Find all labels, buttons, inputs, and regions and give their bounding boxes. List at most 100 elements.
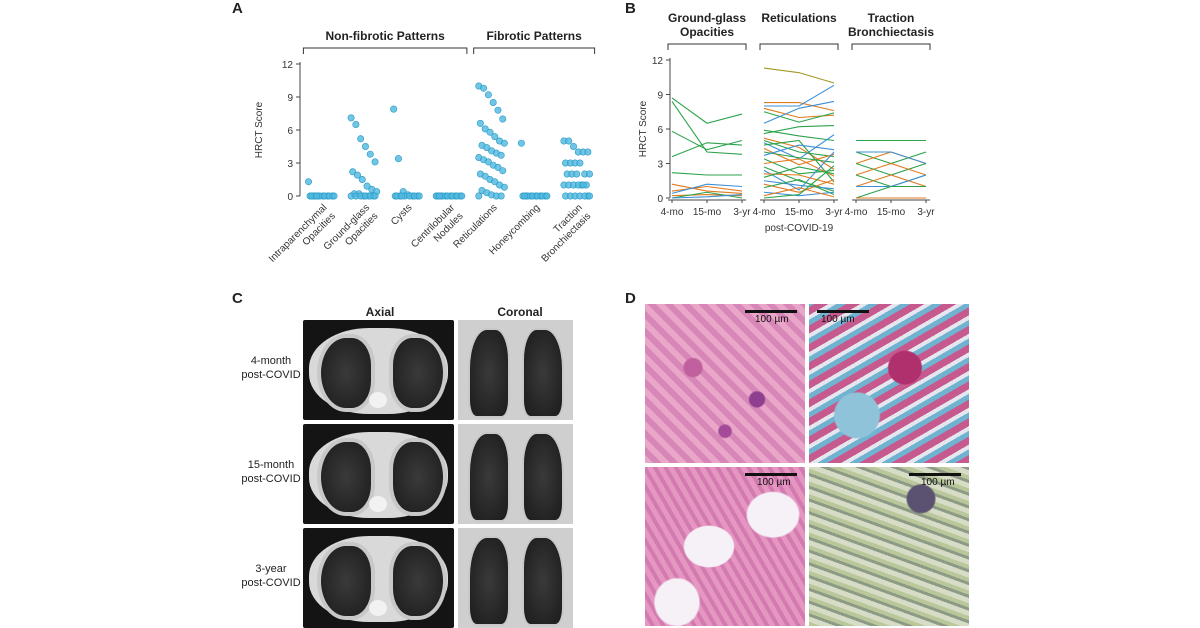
series-line — [855, 151, 927, 165]
ct-lung-right — [389, 334, 447, 412]
series-line — [855, 162, 927, 176]
data-point — [500, 139, 508, 147]
data-point — [499, 115, 507, 123]
panel-letter-b: B — [625, 0, 636, 17]
data-point — [347, 114, 355, 122]
scale-bar — [745, 473, 797, 476]
ct-row-label: 3-year post-COVID — [240, 562, 302, 590]
data-point — [585, 192, 593, 200]
ct-header-axial: Axial — [365, 305, 395, 319]
series-line — [763, 67, 835, 84]
data-point — [543, 192, 551, 200]
ct-row-label-line: 4-month — [250, 355, 292, 367]
ct-spine — [369, 496, 387, 512]
ct-lung-left — [468, 328, 510, 418]
data-point — [481, 172, 489, 180]
category-label: Ground-glassOpacities — [322, 202, 381, 261]
ct-row-label-line: 3-year — [255, 563, 287, 575]
ct-spine — [369, 600, 387, 616]
ct-header-coronal: Coronal — [497, 305, 543, 319]
data-point — [483, 144, 491, 152]
data-point — [480, 84, 488, 92]
ct-axial-image — [303, 320, 454, 420]
category-label: IntraparenchymalOpacities — [267, 202, 338, 273]
y-tick-label: 9 — [657, 91, 663, 102]
x-tick-label: 15-mo — [785, 207, 814, 218]
series-line — [671, 183, 743, 194]
ct-lung-right — [389, 438, 447, 516]
series-line — [764, 102, 835, 112]
ct-lung-left — [317, 438, 375, 516]
x-tick-label: 15-mo — [877, 207, 906, 218]
series-line — [763, 180, 835, 190]
facet-bracket — [759, 43, 839, 50]
data-point — [312, 192, 320, 200]
histology-image: 100 µm — [809, 467, 969, 626]
series-line — [855, 185, 926, 199]
group-label: Fibrotic Patterns — [486, 29, 582, 43]
series-line — [763, 139, 835, 158]
series-line — [671, 142, 743, 158]
ct-row-label-line: post-COVID — [241, 577, 301, 589]
series-line — [763, 129, 835, 142]
data-point — [484, 158, 492, 166]
line-chart-hrct-longitudinal: 0 3 6 9 12 HRCT Score Ground-glassOpacities 4-m… — [638, 11, 935, 234]
ct-row-label: 15-month post-COVID — [240, 458, 302, 486]
data-point — [366, 150, 374, 158]
data-point — [371, 192, 379, 200]
data-point — [494, 106, 502, 114]
series-line — [764, 84, 835, 107]
series-line — [763, 139, 835, 183]
data-point — [585, 170, 593, 178]
facet-title: Bronchiectasis — [848, 25, 934, 39]
category-label-line: Cysts — [389, 202, 414, 227]
ct-lung-left — [468, 536, 510, 626]
data-point — [576, 159, 584, 167]
ct-row-label: 4-month post-COVID — [240, 354, 302, 382]
data-point — [584, 148, 592, 156]
data-point — [475, 192, 483, 200]
ct-lung-left — [468, 432, 510, 522]
series-line — [763, 137, 835, 170]
y-tick-label: 3 — [657, 160, 663, 171]
data-point — [497, 151, 505, 159]
y-tick-label: 9 — [287, 93, 293, 104]
scale-bar — [817, 310, 869, 313]
data-point — [357, 135, 365, 143]
data-point — [476, 119, 484, 127]
facet-title: Ground-glass — [668, 11, 746, 25]
x-tick-label: 4-mo — [753, 207, 776, 218]
series-line — [763, 187, 835, 198]
series-line — [763, 179, 835, 196]
data-point — [570, 143, 578, 151]
series-line — [763, 179, 835, 193]
data-point — [394, 155, 402, 163]
y-tick-label: 6 — [287, 126, 293, 137]
facet-bracket — [851, 43, 931, 50]
series-line — [671, 194, 743, 199]
data-point — [573, 170, 581, 178]
data-point — [352, 121, 360, 129]
series-line — [671, 101, 743, 155]
ct-lung-left — [317, 542, 375, 620]
y-axis-label: HRCT Score — [254, 101, 265, 158]
x-tick-label: 4-mo — [845, 207, 868, 218]
scale-bar-label: 100 µm — [755, 314, 789, 325]
y-tick-label: 3 — [287, 159, 293, 170]
group-bracket — [473, 47, 596, 54]
series-line — [671, 172, 742, 176]
ct-row-label-line: post-COVID — [241, 369, 301, 381]
y-tick-label: 12 — [652, 56, 664, 67]
series-line — [671, 183, 743, 194]
series-line — [763, 151, 835, 191]
ct-lung-right — [522, 536, 564, 626]
ct-axial-image — [303, 424, 454, 524]
series-line — [671, 185, 743, 192]
series-line — [763, 166, 835, 178]
group-label: Non-fibrotic Patterns — [325, 29, 445, 43]
panel-letter-c: C — [232, 290, 243, 307]
data-point — [390, 105, 398, 113]
data-point — [494, 163, 502, 171]
x-tick-label: 3-yr — [733, 207, 751, 218]
x-tick-label: 3-yr — [917, 207, 935, 218]
